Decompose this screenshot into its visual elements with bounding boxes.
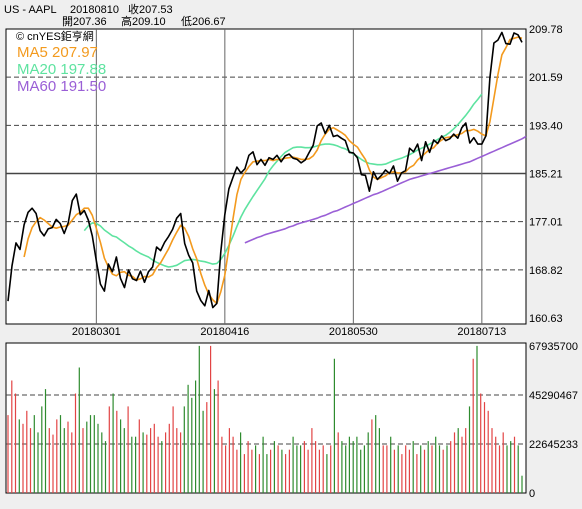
- ma20-line: [83, 93, 483, 268]
- date-label: 20180810: [70, 4, 119, 16]
- price-y-tick-label: 201.59: [529, 72, 563, 84]
- volume-bars: [7, 345, 523, 493]
- price-x-tick-label: 20180416: [200, 326, 249, 338]
- legend-ma5: MA5 207.97: [17, 44, 98, 61]
- price-y-tick-label: 160.63: [529, 313, 563, 325]
- volume-grid: [6, 394, 526, 445]
- volume-y-tick-label: 45290467: [529, 390, 578, 402]
- legend-ma20: MA20 197.88: [17, 61, 106, 78]
- symbol-label: US - AAPL: [4, 4, 57, 16]
- volume-panel: [5, 342, 527, 494]
- ma60-line: [244, 135, 527, 244]
- price-y-tick-label: 177.01: [529, 217, 563, 229]
- low-label: 低206.67: [181, 15, 226, 28]
- price-y-tick-label: 168.82: [529, 265, 563, 277]
- legend-ma60: MA60 191.50: [17, 78, 106, 95]
- price-y-tick-label: 185.21: [529, 169, 563, 181]
- open-label: 開207.36: [62, 15, 107, 28]
- price-lines: [7, 31, 527, 309]
- price-y-tick-label: 193.40: [529, 120, 563, 132]
- high-label: 高209.10: [121, 14, 166, 28]
- price-y-axis: 209.78 201.59 193.40 185.21 177.01 168.82 160.…: [529, 24, 563, 325]
- volume-y-tick-label: 22645233: [529, 439, 578, 451]
- price-x-tick-label: 20180301: [72, 326, 121, 338]
- close-label: 收207.53: [128, 2, 173, 16]
- price-x-tick-label: 20180530: [329, 326, 378, 338]
- volume-y-tick-label: 0: [529, 488, 535, 500]
- price-x-axis: 20180301 20180416 20180530 20180713: [72, 326, 506, 338]
- watermark: © cnYES鉅亨網: [16, 29, 94, 43]
- price-line: [7, 31, 523, 309]
- volume-y-tick-label: 67935700: [529, 341, 578, 353]
- volume-y-axis: 67935700 45290467 22645233 0: [529, 341, 578, 500]
- price-x-tick-label: 20180713: [457, 326, 506, 338]
- price-y-tick-label: 209.78: [529, 24, 563, 36]
